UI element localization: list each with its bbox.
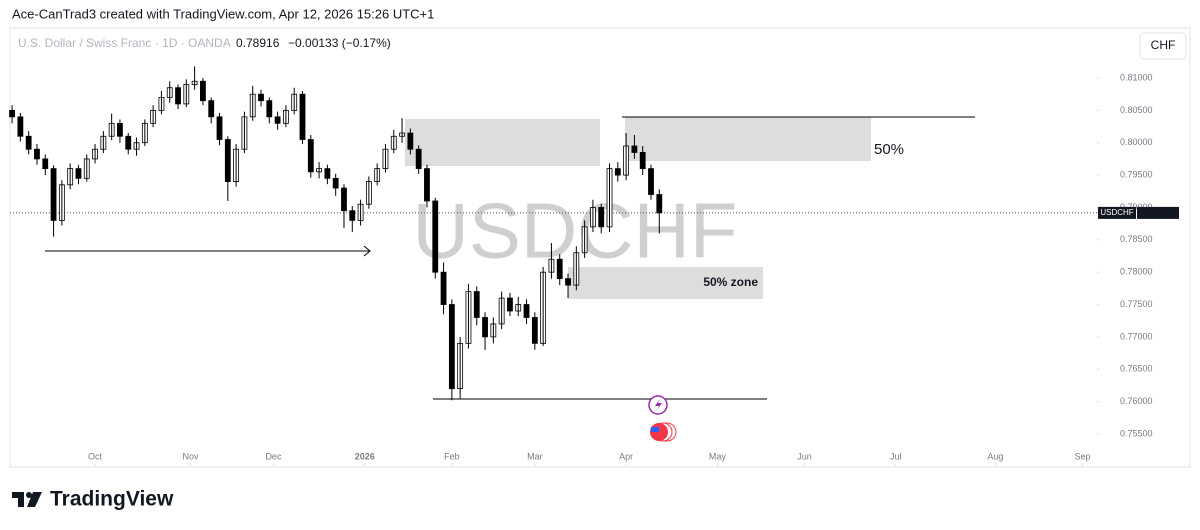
y-tick-label: 0.75500 bbox=[1120, 428, 1153, 438]
y-tick-label: 0.78000 bbox=[1120, 267, 1153, 277]
flag-canton bbox=[651, 427, 659, 432]
logo: TradingView bbox=[12, 488, 174, 511]
y-tick-label: 0.80000 bbox=[1120, 137, 1153, 147]
x-tick-label: Sep bbox=[1074, 451, 1090, 461]
currency[interactable]: CHF bbox=[1151, 38, 1176, 52]
ticker-tag bbox=[1098, 206, 1136, 219]
y-tick-label: 0.79000 bbox=[1120, 202, 1153, 212]
logo-mark bbox=[12, 492, 24, 507]
y-tick-label: 0.81000 bbox=[1120, 72, 1153, 82]
drawings bbox=[45, 116, 975, 442]
y-tick-label: 0.77500 bbox=[1120, 299, 1153, 309]
y-tick-label: 0.76500 bbox=[1120, 364, 1153, 374]
x-tick-label: 2026 bbox=[355, 451, 375, 461]
chart-frame bbox=[9, 27, 1191, 468]
annotation: 50% bbox=[874, 141, 904, 158]
logo-mark bbox=[27, 492, 42, 507]
x-tick-label: Aug bbox=[987, 451, 1003, 461]
event-icon-bolt bbox=[655, 399, 662, 411]
y-tick-label: 0.80500 bbox=[1120, 105, 1153, 115]
x-tick-label: Feb bbox=[444, 451, 460, 461]
y-tick-label: 0.76000 bbox=[1120, 396, 1153, 406]
last-price: 0.78916 bbox=[236, 36, 280, 50]
x-tick-label: Nov bbox=[182, 451, 199, 461]
y-tick-label: 0.78500 bbox=[1120, 234, 1153, 244]
y-tick-label: 0.77000 bbox=[1120, 331, 1153, 341]
price-tag bbox=[1137, 206, 1179, 219]
arrow-head bbox=[363, 245, 371, 257]
zone bbox=[405, 119, 600, 166]
x-tick-label: Jun bbox=[797, 451, 812, 461]
ticker-label: USDCHF bbox=[1100, 208, 1133, 217]
currency-button[interactable] bbox=[1139, 32, 1187, 60]
caption: Ace-CanTrad3 created with TradingView.co… bbox=[12, 6, 434, 21]
change: −0.00133 (−0.17%) bbox=[288, 36, 391, 50]
zone bbox=[625, 117, 871, 161]
brand: TradingView bbox=[50, 488, 174, 511]
x-tick-label: May bbox=[709, 451, 727, 461]
x-tick-label: Apr bbox=[619, 451, 633, 461]
y-tick-label: 0.79500 bbox=[1120, 169, 1153, 179]
zone bbox=[568, 267, 763, 299]
annotation: 50% zone bbox=[703, 275, 758, 289]
x-tick-label: Jul bbox=[890, 451, 902, 461]
logo-mark bbox=[26, 492, 32, 498]
x-tick-label: Oct bbox=[88, 451, 103, 461]
x-tick-label: Mar bbox=[527, 451, 543, 461]
symbol: U.S. Dollar / Swiss Franc · 1D · OANDA bbox=[18, 36, 231, 50]
x-tick-label: Dec bbox=[265, 451, 282, 461]
